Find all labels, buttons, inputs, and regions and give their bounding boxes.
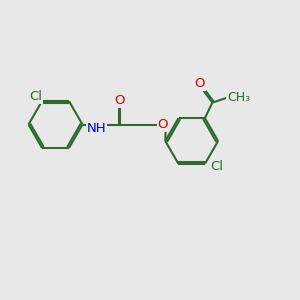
Text: NH: NH	[87, 122, 106, 135]
Text: Cl: Cl	[29, 90, 42, 103]
Text: O: O	[114, 94, 125, 107]
Text: O: O	[194, 77, 205, 90]
Text: O: O	[158, 118, 168, 131]
Text: Cl: Cl	[210, 160, 223, 173]
Text: CH₃: CH₃	[227, 91, 250, 103]
